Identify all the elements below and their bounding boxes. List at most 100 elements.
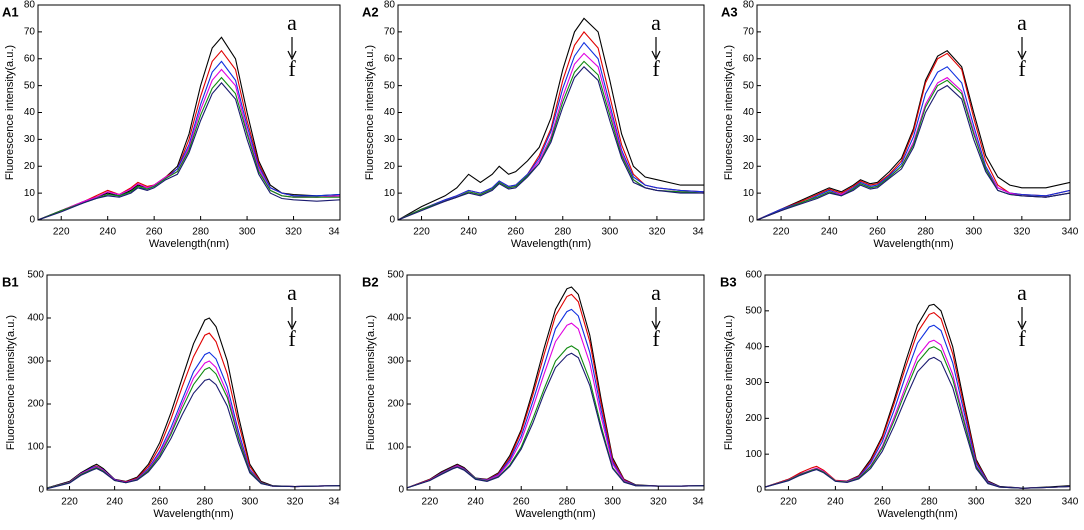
panel-label: A2 [362, 4, 379, 19]
x-tick-label: 260 [146, 227, 163, 238]
annotation-end: f [652, 56, 660, 81]
plot-frame [46, 274, 341, 491]
x-tick-label: 34 [328, 227, 340, 238]
y-tick-label: 30 [384, 134, 396, 145]
annotation-start: a [287, 280, 297, 305]
x-tick-label: 240 [460, 227, 477, 238]
y-tick-label: 400 [387, 313, 404, 324]
y-tick-label: 50 [384, 80, 396, 91]
x-tick-label: 340 [1062, 227, 1079, 238]
x-tick-label: 300 [242, 497, 259, 508]
y-tick-label: 500 [387, 270, 404, 281]
spectrum-line [47, 360, 340, 489]
annotation-start: a [1017, 10, 1027, 35]
y-tick-label: 100 [387, 442, 404, 453]
x-tick-label: 260 [507, 227, 524, 238]
y-tick-label: 20 [24, 161, 36, 172]
annotation-end: f [1018, 326, 1026, 351]
y-tick-label: 10 [743, 188, 755, 199]
annotation-end: f [288, 56, 296, 81]
annotation-start: a [287, 10, 297, 35]
x-tick-label: 260 [869, 227, 886, 238]
spectrum-line [47, 378, 340, 490]
annotation-end: f [1018, 56, 1026, 81]
spectrum-line [398, 60, 704, 220]
spectrum-line [47, 332, 340, 489]
panel-label: A1 [2, 4, 19, 19]
panel: 0 10 20 30 40 50 60 70 80 220 240 260 280 300 320 34 Wav… [2, 0, 341, 250]
x-tick-label: 34 [692, 227, 704, 238]
y-tick-label: 80 [24, 0, 36, 11]
y-tick-label: 300 [745, 377, 762, 388]
y-tick-label: 0 [756, 485, 762, 496]
x-tick-label: 34 [692, 497, 704, 508]
x-axis-label: Wavelength(nm) [511, 238, 591, 250]
y-tick-label: 70 [24, 27, 36, 38]
x-tick-label: 320 [285, 227, 302, 238]
annotation-end: f [652, 326, 660, 351]
y-tick-label: 80 [743, 0, 755, 11]
x-tick-label: 220 [53, 227, 70, 238]
x-tick-label: 280 [559, 497, 576, 508]
y-tick-label: 60 [384, 53, 396, 64]
spectrum-line [765, 346, 1070, 489]
y-tick-label: 200 [745, 413, 762, 424]
x-axis-label: Wavelength(nm) [877, 508, 957, 520]
panel: 0 100 200 300 400 500 220 240 260 280 300 320 34 Wave… [2, 270, 341, 520]
y-tick-label: 0 [38, 485, 44, 496]
x-axis-label: Wavelength(nm) [873, 238, 953, 250]
spectrum-line [38, 36, 340, 220]
x-tick-label: 320 [1014, 227, 1031, 238]
plot-frame [406, 274, 705, 491]
y-tick-label: 60 [743, 53, 755, 64]
arrow-head [287, 50, 297, 61]
x-tick-label: 300 [602, 227, 619, 238]
x-tick-label: 34 [328, 497, 340, 508]
panel-label: B2 [362, 274, 379, 289]
y-tick-label: 60 [24, 53, 36, 64]
y-tick-label: 40 [384, 107, 396, 118]
y-tick-label: 70 [743, 27, 755, 38]
x-tick-label: 320 [650, 497, 667, 508]
plot-frame [37, 4, 341, 221]
x-tick-label: 300 [604, 497, 621, 508]
y-axis-label: Fluorescence intensity(a.u.) [5, 315, 17, 450]
x-tick-label: 260 [874, 497, 891, 508]
y-tick-label: 0 [389, 215, 395, 226]
annotation-start: a [651, 10, 661, 35]
x-tick-label: 320 [649, 227, 666, 238]
y-tick-label: 400 [745, 341, 762, 352]
x-tick-label: 320 [1015, 497, 1032, 508]
y-tick-label: 50 [743, 80, 755, 91]
y-tick-label: 0 [748, 215, 754, 226]
y-tick-label: 400 [27, 313, 44, 324]
x-tick-label: 220 [61, 497, 78, 508]
spectrum-line [38, 76, 340, 220]
x-tick-label: 220 [773, 227, 790, 238]
y-axis-label: Fluorescence intensity(a.u.) [4, 45, 16, 180]
panel: 0 10 20 30 40 50 60 70 80 220 240 260 280 300 320 34 Wav… [362, 0, 705, 250]
x-tick-label: 280 [921, 497, 938, 508]
y-tick-label: 20 [384, 161, 396, 172]
panel: 0 10 20 30 40 50 60 70 80 220 240 260 280 300 320 340 Wa… [721, 0, 1079, 250]
panel: 0 100 200 300 400 500 220 240 260 280 300 320 34 Wave… [362, 270, 705, 520]
y-axis-label: Fluorescence intensity(a.u.) [365, 315, 377, 450]
x-tick-label: 320 [287, 497, 304, 508]
spectrum-line [47, 351, 340, 489]
y-tick-label: 500 [745, 305, 762, 316]
x-axis-label: Wavelength(nm) [149, 238, 229, 250]
spectrum-line [757, 50, 1070, 220]
x-tick-label: 220 [422, 497, 439, 508]
x-tick-label: 220 [413, 227, 430, 238]
arrow-head [651, 320, 661, 331]
y-tick-label: 40 [743, 107, 755, 118]
y-tick-label: 40 [24, 107, 36, 118]
y-tick-label: 300 [387, 356, 404, 367]
panel-label: B1 [2, 274, 19, 289]
spectrum-line [765, 356, 1070, 489]
y-axis-label: Fluorescence intensity(a.u.) [364, 45, 376, 180]
x-tick-label: 220 [780, 497, 797, 508]
x-tick-label: 240 [827, 497, 844, 508]
panel: 0 100 200 300 400 500 600 220 240 260 280 300 320 340… [720, 270, 1079, 520]
y-tick-label: 600 [745, 270, 762, 281]
